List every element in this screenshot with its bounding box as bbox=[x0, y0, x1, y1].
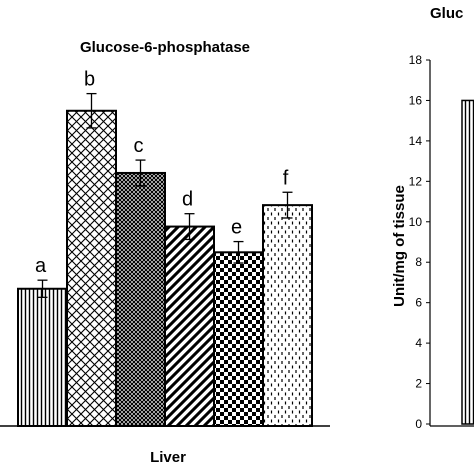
bar-label-a: a bbox=[35, 255, 47, 277]
right-chart-title: Gluc bbox=[430, 5, 463, 22]
right-tick-label: 12 bbox=[409, 174, 423, 188]
right-tick-label: 8 bbox=[415, 255, 422, 269]
left-x-axis-label: Liver bbox=[150, 449, 186, 466]
bar-e bbox=[213, 251, 264, 427]
right-tick-label: 16 bbox=[409, 93, 423, 107]
bar-a bbox=[17, 287, 68, 427]
right-bars-group bbox=[461, 99, 474, 425]
bar-f bbox=[262, 204, 313, 427]
right-tick-label: 10 bbox=[409, 215, 423, 229]
left-chart: Glucose-6-phosphatase a b c d e f Liver bbox=[0, 39, 330, 466]
right-y-axis-label: Unit/mg of tissue bbox=[391, 185, 408, 307]
left-chart-title: Glucose-6-phosphatase bbox=[80, 39, 250, 56]
right-tick-label: 6 bbox=[415, 296, 422, 310]
bar-label-d: d bbox=[182, 189, 193, 211]
right-tick-label: 0 bbox=[415, 417, 422, 431]
bar-b bbox=[66, 109, 117, 428]
right-tick-label: 2 bbox=[415, 377, 422, 391]
bar-label-c: c bbox=[134, 135, 144, 157]
right-chart: Gluc Unit/mg of tissue 0 2 4 6 8 10 12 14 16 18 bbox=[391, 5, 474, 431]
left-bars-group: a b c d e f bbox=[17, 69, 313, 428]
right-y-ticks: 0 2 4 6 8 10 12 14 16 18 bbox=[409, 53, 430, 431]
bar-c bbox=[115, 171, 166, 427]
bar-label-f: f bbox=[283, 167, 289, 189]
right-tick-label: 18 bbox=[409, 53, 423, 67]
right-tick-label: 14 bbox=[409, 134, 423, 148]
bar-d bbox=[164, 225, 215, 427]
right-bar-0 bbox=[461, 99, 474, 425]
right-tick-label: 4 bbox=[415, 336, 422, 350]
bar-label-b: b bbox=[84, 69, 95, 91]
bar-label-e: e bbox=[231, 217, 242, 239]
